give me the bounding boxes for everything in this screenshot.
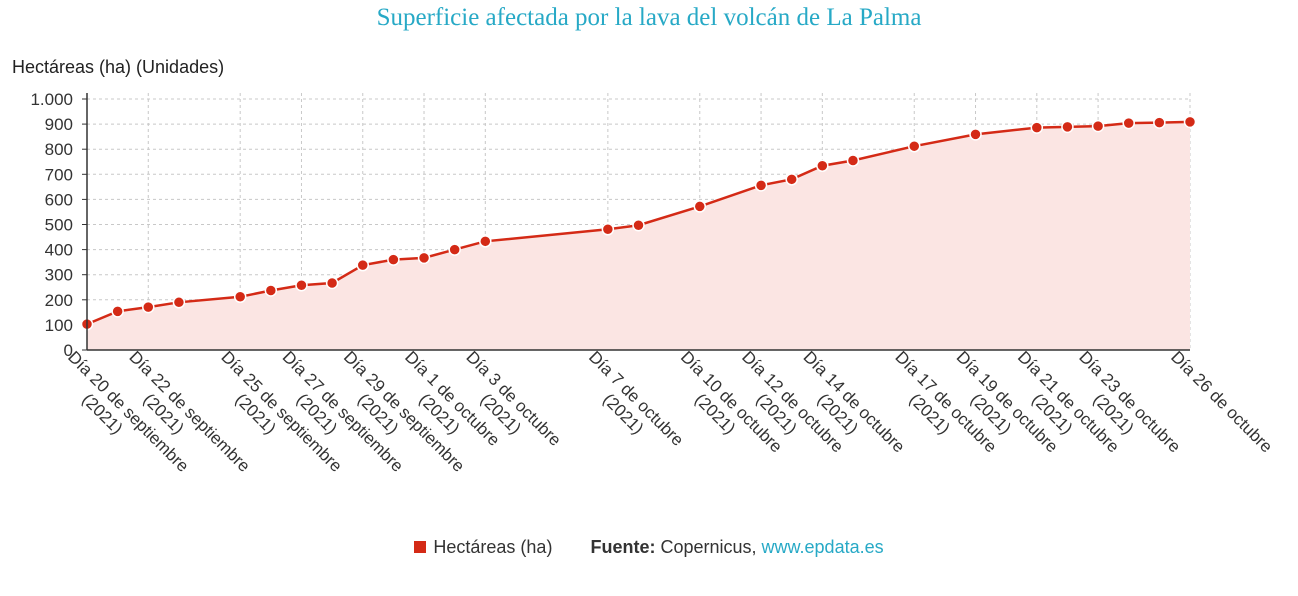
- x-tick-label: Día 7 de octubre(2021): [571, 347, 687, 463]
- data-point: [1183, 115, 1197, 129]
- x-tick-label: Día 26 de octubre: [1167, 347, 1276, 456]
- data-point: [264, 284, 278, 297]
- legend-swatch: [414, 541, 427, 553]
- series-line: [86, 120, 1191, 326]
- source-name: Copernicus,: [660, 537, 757, 557]
- legend-series-label: Hectáreas (ha): [433, 537, 553, 557]
- data-point: [1030, 121, 1044, 134]
- series-area: [87, 121, 1190, 350]
- y-tick-label: 600: [45, 190, 73, 209]
- data-point: [632, 219, 645, 232]
- data-point: [754, 179, 768, 192]
- data-point: [693, 200, 707, 213]
- y-tick-label: 200: [45, 291, 73, 310]
- data-point: [1061, 120, 1074, 134]
- y-tick-label: 300: [45, 266, 73, 285]
- data-point: [969, 128, 982, 141]
- data-point: [785, 173, 798, 186]
- y-tick-label: 500: [45, 216, 73, 235]
- data-point: [142, 300, 155, 314]
- y-tick-label: 100: [45, 316, 73, 335]
- y-tick-label: 900: [45, 115, 73, 134]
- data-point: [387, 253, 400, 266]
- data-point: [325, 276, 339, 290]
- y-tick-label: 0: [64, 341, 73, 360]
- y-tick-label: 1.000: [30, 90, 73, 109]
- data-point: [448, 243, 461, 256]
- data-point: [111, 305, 124, 318]
- source-link[interactable]: www.epdata.es: [761, 537, 884, 557]
- y-tick-label: 700: [45, 165, 73, 184]
- data-point: [233, 290, 247, 304]
- data-point: [908, 139, 921, 153]
- data-point: [1091, 119, 1105, 133]
- y-tick-label: 800: [45, 140, 73, 159]
- data-point: [846, 154, 860, 167]
- data-point: [1122, 116, 1135, 130]
- data-point: [479, 235, 492, 248]
- chart-title: Superficie afectada por la lava del volc…: [376, 4, 922, 31]
- data-point: [1153, 116, 1166, 129]
- data-point: [816, 159, 829, 173]
- data-point: [601, 223, 615, 236]
- data-point: [356, 258, 369, 272]
- source-label: Fuente:: [590, 537, 656, 557]
- data-point: [295, 278, 308, 292]
- y-tick-label: 400: [45, 241, 73, 260]
- y-axis-label: Hectáreas (ha) (Unidades): [12, 57, 225, 77]
- legend: Hectáreas (ha) Fuente: Copernicus, www.ep…: [0, 537, 1298, 558]
- data-point: [172, 296, 186, 309]
- data-point: [417, 251, 431, 265]
